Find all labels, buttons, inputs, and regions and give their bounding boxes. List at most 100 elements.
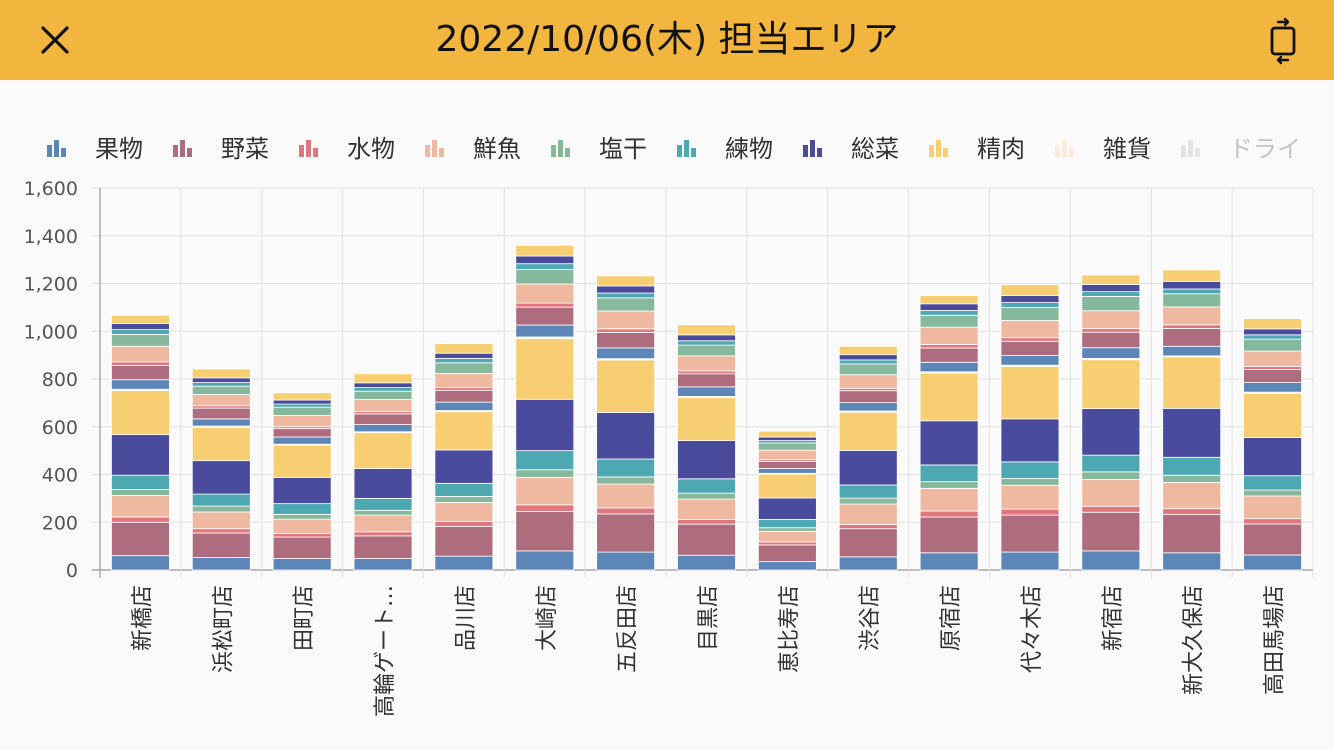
bar-segment[interactable] [515,263,575,271]
legend-label[interactable]: 塩干 [599,135,647,163]
bar-segment[interactable] [353,413,413,426]
legend-label[interactable]: 総菜 [851,135,899,163]
bar-segment[interactable] [596,551,656,571]
bar-segment[interactable] [111,345,170,363]
bar-segment[interactable] [838,497,898,505]
bar-segment[interactable] [272,476,332,505]
legend-label[interactable]: 野菜 [221,135,269,163]
bar-segment[interactable] [596,476,656,485]
bar-segment[interactable] [272,513,332,520]
bar-segment[interactable] [596,483,656,509]
bar-segment[interactable] [515,511,575,552]
bar-segment[interactable] [1243,392,1302,438]
bar-segment[interactable] [111,323,170,330]
bar-segment[interactable] [515,398,575,452]
bar-segment[interactable] [434,525,494,557]
bar-segment[interactable] [1243,437,1302,477]
bar-segment[interactable] [191,460,251,495]
bar-segment[interactable] [515,244,575,257]
close-button[interactable] [30,15,80,65]
bar-segment[interactable] [434,555,494,571]
rotate-screen-button[interactable] [1258,15,1308,65]
bar-segment[interactable] [272,503,332,515]
bar-segment[interactable] [272,436,332,445]
bar-segment[interactable] [353,387,413,392]
legend-label[interactable]: 水物 [347,135,395,163]
bar-segment[interactable] [1081,454,1141,473]
bar-segment[interactable] [596,507,656,515]
bar-segment[interactable] [757,460,817,469]
bar-segment[interactable] [677,554,736,571]
bar-segment[interactable] [1081,328,1141,333]
bar-segment[interactable] [353,373,413,384]
bar-segment[interactable] [353,424,413,433]
bar-segment[interactable] [838,359,898,365]
bar-segment[interactable] [191,493,251,507]
bar-segment[interactable] [838,374,898,389]
bar-segment[interactable] [677,518,736,525]
bar-segment[interactable] [515,306,575,326]
bar-segment[interactable] [1081,310,1141,330]
bar-segment[interactable] [1243,495,1302,520]
bar-segment[interactable] [434,496,494,503]
bar-segment[interactable] [757,497,817,520]
bar-segment[interactable] [596,328,656,333]
bar-segment[interactable] [677,498,736,520]
bar-segment[interactable] [838,523,898,530]
bar-segment[interactable] [434,449,494,484]
bar-segment[interactable] [191,377,251,383]
bar-segment[interactable] [757,430,817,438]
bar-segment[interactable] [596,513,656,553]
bar-segment[interactable] [111,474,170,490]
bar-segment[interactable] [1081,359,1141,410]
bar-segment[interactable] [272,392,332,401]
bar-segment[interactable] [1243,350,1302,367]
bar-segment[interactable] [596,275,656,287]
bar-segment[interactable] [838,402,898,412]
bar-segment[interactable] [838,484,898,499]
bar-segment[interactable] [1081,550,1141,571]
bar-segment[interactable] [1000,461,1060,479]
bar-segment[interactable] [1162,288,1222,295]
bar-segment[interactable] [111,521,170,557]
bar-segment[interactable] [1081,505,1141,513]
bar-segment[interactable] [757,527,817,532]
bar-segment[interactable] [677,386,736,397]
bar-segment[interactable] [677,492,736,500]
bar-segment[interactable] [1162,508,1222,516]
bar-segment[interactable] [1000,508,1060,516]
bar-segment[interactable] [1000,514,1060,553]
bar-segment[interactable] [191,532,251,558]
bar-segment[interactable] [838,363,898,376]
bar-segment[interactable] [353,382,413,388]
bar-segment[interactable] [111,364,170,381]
bar-segment[interactable] [1162,280,1222,290]
bar-segment[interactable] [1243,523,1302,556]
bar-segment[interactable] [1000,302,1060,308]
bar-segment[interactable] [1000,365,1060,420]
bar-segment[interactable] [757,442,817,451]
bar-segment[interactable] [272,518,332,534]
bar-segment[interactable] [677,334,736,342]
bar-segment[interactable] [1243,475,1302,491]
bar-segment[interactable] [919,464,979,483]
bar-segment[interactable] [596,347,656,360]
bar-segment[interactable] [1243,518,1302,525]
bar-segment[interactable] [596,285,656,294]
bar-segment[interactable] [272,558,332,571]
bar-segment[interactable] [919,326,979,345]
bar-segment[interactable] [919,347,979,363]
bar-segment[interactable] [434,352,494,359]
bar-segment[interactable] [353,432,413,469]
bar-segment[interactable] [353,509,413,516]
bar-segment[interactable] [434,411,494,451]
bar-segment[interactable] [1243,318,1302,330]
bar-segment[interactable] [1162,407,1222,458]
bar-segment[interactable] [191,426,251,462]
bar-segment[interactable] [596,297,656,312]
bar-segment[interactable] [434,502,494,522]
bar-segment[interactable] [596,359,656,413]
bar-segment[interactable] [757,561,817,571]
bar-segment[interactable] [919,310,979,316]
bar-segment[interactable] [757,436,817,441]
